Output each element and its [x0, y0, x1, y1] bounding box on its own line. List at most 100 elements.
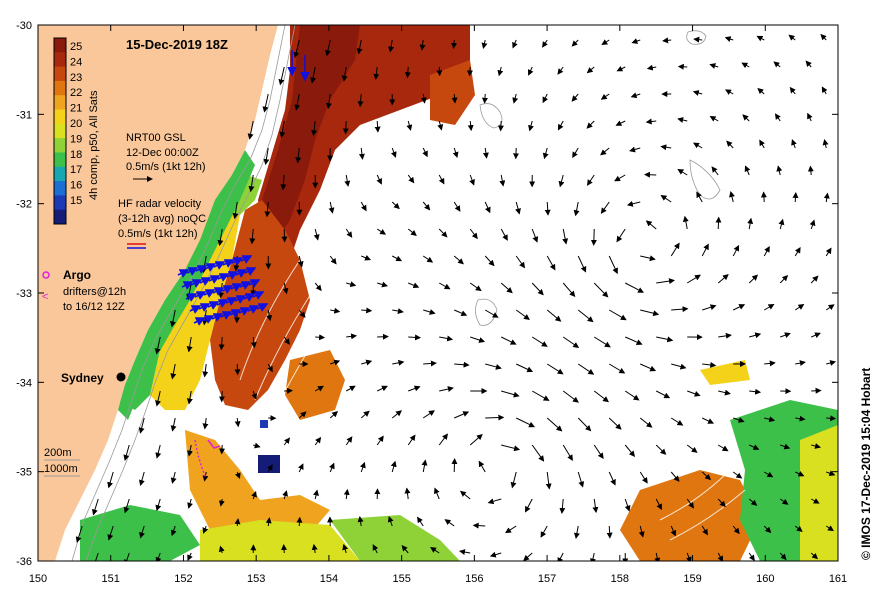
x-tick-label: 153 [247, 573, 265, 585]
colorbar-swatch [54, 95, 66, 111]
current-arrow [732, 525, 740, 535]
y-tick-label: -35 [16, 467, 32, 479]
current-arrow [590, 552, 596, 561]
current-arrow [138, 417, 145, 434]
current-arrow [266, 309, 273, 322]
current-arrow [234, 518, 241, 527]
current-arrow [377, 333, 389, 340]
current-arrow [444, 519, 455, 527]
current-arrow [360, 201, 367, 212]
colorbar-swatch [54, 152, 66, 168]
current-arrow [280, 174, 287, 191]
current-arrow [75, 525, 83, 543]
sst-patch-cool-2 [260, 420, 268, 428]
current-arrow [807, 165, 814, 176]
current-arrow [732, 244, 740, 257]
current-arrow [472, 522, 486, 529]
hf-radar-arrow [181, 281, 194, 290]
current-arrow [577, 309, 594, 323]
current-arrow [469, 433, 483, 446]
current-arrow [512, 93, 519, 104]
current-arrow [434, 487, 440, 500]
hf-radar-arrow [225, 297, 238, 306]
current-arrow [123, 552, 130, 561]
y-tick-label: -30 [16, 20, 32, 32]
current-arrow [515, 201, 521, 215]
current-arrow [501, 390, 520, 398]
current-arrow [374, 120, 381, 133]
current-arrow [523, 552, 533, 561]
colorbar-tick-label: 19 [70, 133, 82, 145]
colorbar-tick-label: 18 [70, 149, 82, 161]
current-arrow [626, 200, 641, 207]
current-arrow [420, 93, 427, 104]
depth-1000-label: 1000m [44, 463, 78, 475]
current-arrow [342, 543, 349, 554]
x-tick-label: 157 [538, 573, 556, 585]
current-arrow [624, 444, 636, 457]
current-vectors [75, 33, 837, 561]
current-arrow [265, 517, 272, 527]
current-arrow [711, 166, 719, 176]
current-arrow [438, 433, 449, 446]
hf-radar-arrow [198, 303, 211, 312]
current-arrow [515, 255, 526, 269]
current-arrow [764, 360, 776, 367]
hf-legend: HF radar velocity (3-12h avg) noQC 0.5m/… [118, 198, 206, 249]
current-arrow [717, 552, 724, 561]
current-arrow [749, 388, 762, 395]
current-arrow [810, 498, 820, 504]
current-arrow [253, 442, 261, 449]
colorbar-swatch [54, 80, 66, 96]
current-arrow [682, 215, 689, 230]
sydney-marker [116, 372, 126, 382]
current-arrow [404, 487, 411, 500]
current-arrow [825, 304, 835, 311]
colorbar-swatch [54, 38, 66, 53]
hf-radar-arrow [177, 269, 190, 278]
argo-label: Argo [63, 268, 91, 282]
colorbar-swatch [54, 181, 66, 196]
current-arrow [439, 386, 454, 393]
current-arrow [406, 120, 413, 131]
current-arrow [724, 36, 734, 42]
current-arrow [825, 525, 834, 532]
nrt-legend-line-3: 0.5m/s (1kt 12h) [126, 161, 205, 173]
current-arrow [487, 498, 502, 505]
hf-radar-arrow [208, 275, 221, 284]
current-arrow [810, 275, 819, 284]
y-axis: -30 -31 -32 -33 -34 -35 -36 [16, 20, 838, 568]
current-arrow [138, 471, 145, 487]
hf-radar-arrow [222, 259, 235, 268]
current-arrow [372, 544, 379, 554]
australia-land [38, 25, 278, 561]
y-tick-label: -31 [16, 109, 32, 121]
depth-legend: 200m 1000m [44, 447, 80, 477]
current-arrow [388, 39, 395, 53]
current-arrow [600, 93, 610, 100]
current-arrow [360, 410, 370, 419]
current-arrow [776, 165, 783, 176]
y-tick-label: -36 [16, 556, 32, 568]
hf-radar-arrow [204, 263, 217, 272]
current-arrow [546, 255, 556, 271]
current-arrow [794, 246, 801, 257]
current-arrow [557, 120, 564, 131]
current-arrow [314, 385, 324, 392]
current-arrow [251, 390, 258, 400]
current-arrow [794, 525, 803, 533]
current-arrow [586, 120, 595, 129]
current-arrow [562, 282, 576, 298]
colorbar-tick-label: 15 [70, 195, 82, 207]
current-arrow [376, 228, 387, 235]
current-arrow [741, 62, 750, 69]
hf-radar-arrow [234, 295, 247, 304]
current-arrow [677, 117, 688, 123]
current-arrow [218, 336, 225, 351]
current-arrow [789, 86, 796, 95]
current-arrow [527, 66, 534, 76]
current-arrow [408, 334, 421, 341]
current-arrow [677, 63, 688, 70]
sst-patch-cool [258, 455, 280, 473]
current-arrow [629, 146, 641, 153]
